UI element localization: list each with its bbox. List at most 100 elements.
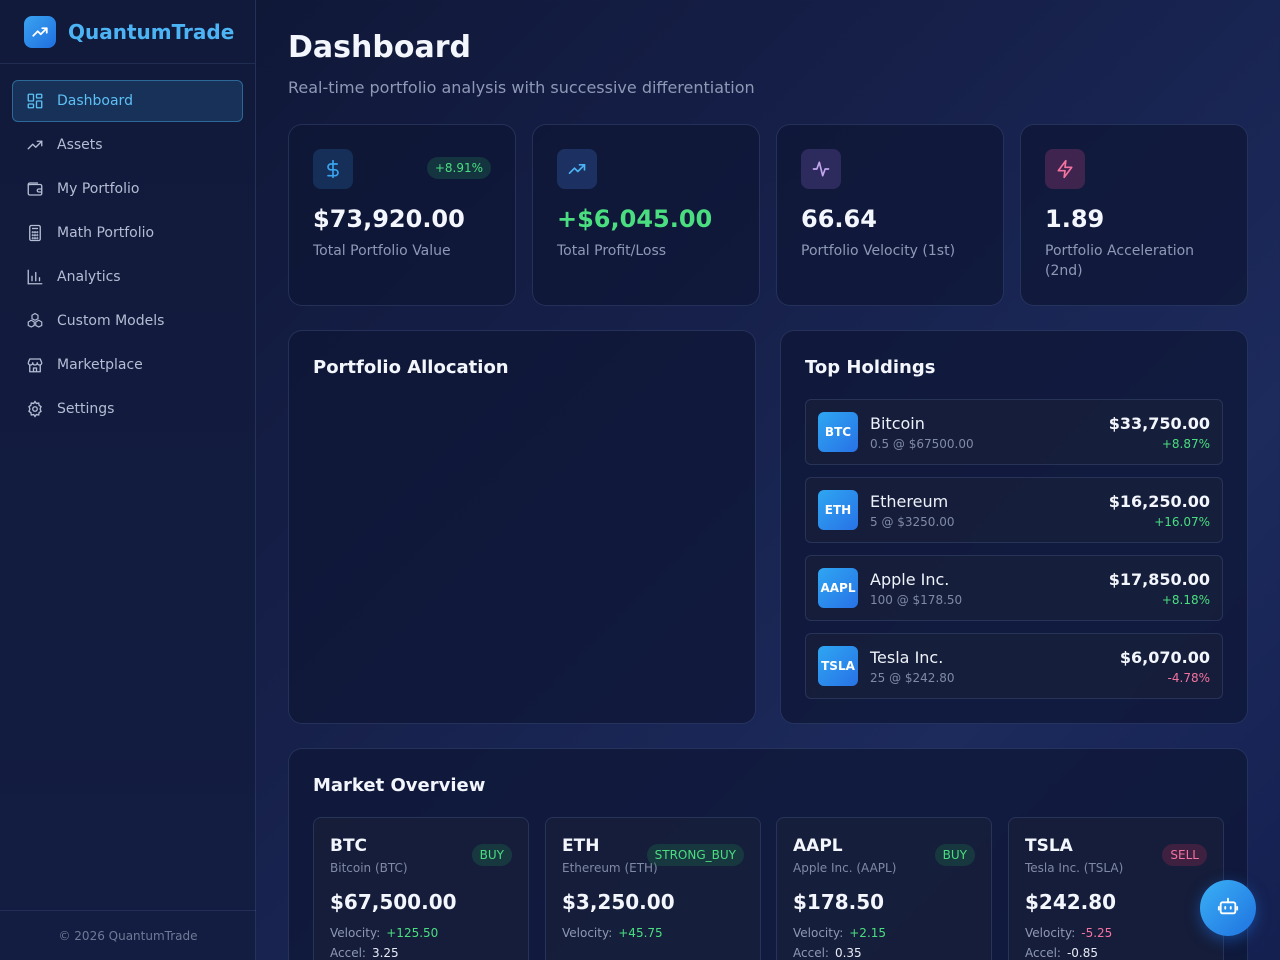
- signal-badge: SELL: [1162, 844, 1207, 866]
- accel-label: Accel:: [1025, 946, 1061, 960]
- market-card-btc[interactable]: BTC Bitcoin (BTC) BUY $67,500.00 Velocit…: [313, 817, 529, 960]
- trending-up-icon: [24, 15, 56, 48]
- velocity-label: Velocity:: [562, 926, 613, 940]
- asset-logo: AAPL: [818, 568, 858, 608]
- status-badge: +8.91%: [426, 157, 491, 179]
- sidebar-item-analytics[interactable]: Analytics: [12, 256, 243, 298]
- wallet-icon: [25, 179, 45, 199]
- section-title: Market Overview: [313, 775, 486, 796]
- portfolio-allocation-panel: Portfolio Allocation: [288, 330, 756, 724]
- accel-value: 0.35: [834, 946, 862, 960]
- holding-value: $17,850.00: [1108, 569, 1210, 589]
- holding-change: +16.07%: [1154, 514, 1210, 529]
- accel-label: Accel:: [793, 946, 829, 960]
- accel-label: Accel:: [330, 946, 366, 960]
- market-price: $178.50: [793, 890, 885, 914]
- stat-value: 1.89: [1045, 205, 1105, 233]
- section-title: Portfolio Allocation: [313, 357, 509, 378]
- dollar-icon: [313, 149, 353, 189]
- holding-row-aapl[interactable]: AAPL Apple Inc. 100 @ $178.50 $17,850.00…: [805, 555, 1223, 621]
- sidebar-item-math-portfolio[interactable]: Math Portfolio: [12, 212, 243, 254]
- velocity-value: +125.50: [386, 926, 439, 940]
- zap-icon: [1045, 149, 1085, 189]
- market-price: $67,500.00: [330, 890, 457, 914]
- holding-name: Ethereum: [870, 491, 949, 511]
- holding-row-btc[interactable]: BTC Bitcoin 0.5 @ $67500.00 $33,750.00 +…: [805, 399, 1223, 465]
- market-symbol: AAPL: [793, 836, 843, 856]
- bar-chart-icon: [25, 267, 45, 287]
- market-name: Tesla Inc. (TSLA): [1025, 861, 1124, 875]
- calculator-icon: [25, 223, 45, 243]
- stat-value: +$6,045.00: [557, 205, 713, 233]
- holding-value: $16,250.00: [1108, 491, 1210, 511]
- velocity-label: Velocity:: [1025, 926, 1076, 940]
- holding-quantity: 25 @ $242.80: [870, 670, 955, 685]
- stat-label: Portfolio Velocity (1st): [801, 243, 956, 259]
- market-card-eth[interactable]: ETH Ethereum (ETH) STRONG_BUY $3,250.00 …: [545, 817, 761, 960]
- signal-badge: BUY: [471, 844, 512, 866]
- store-icon: [25, 355, 45, 375]
- trending-up-icon: [557, 149, 597, 189]
- velocity-label: Velocity:: [330, 926, 381, 940]
- stat-value: 66.64: [801, 205, 877, 233]
- holding-name: Apple Inc.: [870, 569, 950, 589]
- market-price: $242.80: [1025, 890, 1117, 914]
- market-name: Ethereum (ETH): [562, 861, 658, 875]
- assistant-button[interactable]: [1200, 880, 1256, 936]
- holding-name: Tesla Inc.: [870, 647, 944, 667]
- stat-label: Portfolio Acceleration (2nd): [1045, 243, 1195, 279]
- sidebar-item-label: Custom Models: [57, 313, 165, 329]
- brand-name: QuantumTrade: [68, 19, 235, 44]
- sidebar-item-label: Analytics: [57, 269, 121, 285]
- holding-row-tsla[interactable]: TSLA Tesla Inc. 25 @ $242.80 $6,070.00 -…: [805, 633, 1223, 699]
- page-subtitle: Real-time portfolio analysis with succes…: [288, 78, 755, 97]
- brand[interactable]: QuantumTrade: [0, 0, 255, 64]
- stat-label: Total Profit/Loss: [557, 243, 667, 259]
- market-symbol: ETH: [562, 836, 600, 856]
- signal-badge: STRONG_BUY: [646, 844, 744, 866]
- sidebar-item-custom-models[interactable]: Custom Models: [12, 300, 243, 342]
- accel-value: -0.85: [1066, 946, 1099, 960]
- sidebar-item-settings[interactable]: Settings: [12, 388, 243, 430]
- sidebar-item-label: Marketplace: [57, 357, 143, 373]
- holding-value: $33,750.00: [1108, 413, 1210, 433]
- stat-card-velocity: 66.64 Portfolio Velocity (1st): [776, 124, 1004, 306]
- velocity-value: +2.15: [849, 926, 887, 940]
- holding-quantity: 100 @ $178.50: [870, 592, 963, 607]
- sidebar-item-label: My Portfolio: [57, 181, 140, 197]
- market-card-aapl[interactable]: AAPL Apple Inc. (AAPL) BUY $178.50 Veloc…: [776, 817, 992, 960]
- sidebar-nav: Dashboard Assets My Portfolio Math Portf…: [0, 64, 255, 448]
- holding-name: Bitcoin: [870, 413, 925, 433]
- top-holdings-panel: Top Holdings BTC Bitcoin 0.5 @ $67500.00…: [780, 330, 1248, 724]
- boxes-icon: [25, 311, 45, 331]
- holding-row-eth[interactable]: ETH Ethereum 5 @ $3250.00 $16,250.00 +16…: [805, 477, 1223, 543]
- accel-value: 3.25: [371, 946, 399, 960]
- velocity-label: Velocity:: [793, 926, 844, 940]
- market-overview-panel: Market Overview BTC Bitcoin (BTC) BUY $6…: [288, 748, 1248, 960]
- market-symbol: TSLA: [1025, 836, 1073, 856]
- market-symbol: BTC: [330, 836, 368, 856]
- velocity-value: -5.25: [1081, 926, 1113, 940]
- sidebar-item-label: Settings: [57, 401, 115, 417]
- bot-icon: [1217, 895, 1239, 921]
- asset-logo: TSLA: [818, 646, 858, 686]
- stat-card-acceleration: 1.89 Portfolio Acceleration (2nd): [1020, 124, 1248, 306]
- holding-change: +8.18%: [1161, 592, 1210, 607]
- asset-logo: BTC: [818, 412, 858, 452]
- sidebar: QuantumTrade Dashboard Assets My Portfol…: [0, 0, 256, 960]
- market-card-tsla[interactable]: TSLA Tesla Inc. (TSLA) SELL $242.80 Velo…: [1008, 817, 1224, 960]
- sidebar-item-dashboard[interactable]: Dashboard: [12, 80, 243, 122]
- stat-label: Total Portfolio Value: [313, 243, 451, 259]
- sidebar-item-label: Assets: [57, 137, 103, 153]
- section-title: Top Holdings: [805, 357, 936, 378]
- stat-value: $73,920.00: [313, 205, 465, 233]
- sidebar-item-assets[interactable]: Assets: [12, 124, 243, 166]
- holding-change: +8.87%: [1161, 436, 1210, 451]
- sidebar-item-marketplace[interactable]: Marketplace: [12, 344, 243, 386]
- market-name: Apple Inc. (AAPL): [793, 861, 897, 875]
- gear-icon: [25, 399, 45, 419]
- holding-quantity: 5 @ $3250.00: [870, 514, 955, 529]
- signal-badge: BUY: [934, 844, 975, 866]
- dashboard-icon: [25, 91, 45, 111]
- sidebar-item-my-portfolio[interactable]: My Portfolio: [12, 168, 243, 210]
